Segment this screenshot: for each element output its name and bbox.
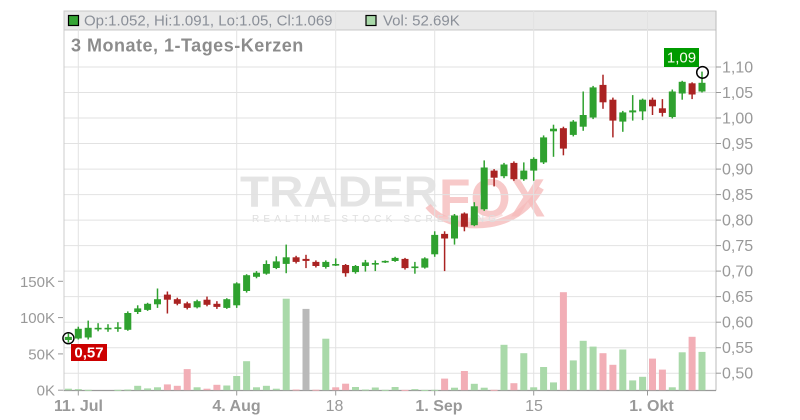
- svg-text:0,95: 0,95: [722, 136, 753, 153]
- svg-text:150K: 150K: [20, 274, 55, 291]
- svg-text:4. Aug: 4. Aug: [212, 398, 260, 415]
- svg-text:1. Okt: 1. Okt: [629, 398, 674, 415]
- svg-text:11. Jul: 11. Jul: [54, 398, 103, 415]
- svg-text:0,75: 0,75: [722, 238, 753, 255]
- svg-text:1,05: 1,05: [722, 85, 753, 102]
- svg-text:18: 18: [326, 398, 344, 415]
- svg-text:0,65: 0,65: [722, 289, 753, 306]
- svg-text:1,10: 1,10: [722, 60, 753, 77]
- svg-text:3 Monate, 1-Tages-Kerzen: 3 Monate, 1-Tages-Kerzen: [71, 36, 304, 56]
- svg-text:15: 15: [525, 398, 543, 415]
- svg-text:1,09: 1,09: [667, 50, 696, 67]
- svg-text:0,60: 0,60: [722, 315, 753, 332]
- svg-text:0,55: 0,55: [722, 340, 753, 357]
- svg-text:0,50: 0,50: [722, 366, 753, 383]
- svg-text:Vol: 52.69K: Vol: 52.69K: [383, 13, 460, 30]
- svg-text:1. Sep: 1. Sep: [415, 398, 462, 415]
- svg-text:0,80: 0,80: [722, 213, 753, 230]
- svg-text:0K: 0K: [37, 383, 55, 400]
- svg-text:50K: 50K: [28, 346, 55, 363]
- svg-text:TRADER: TRADER: [240, 168, 438, 217]
- svg-text:0,90: 0,90: [722, 162, 753, 179]
- svg-text:0,57: 0,57: [74, 345, 103, 362]
- svg-text:0,70: 0,70: [722, 264, 753, 281]
- svg-text:Op:1.052, Hi:1.091, Lo:1.05, C: Op:1.052, Hi:1.091, Lo:1.05, Cl:1.069: [84, 13, 333, 30]
- svg-text:1,00: 1,00: [722, 111, 753, 128]
- svg-text:100K: 100K: [20, 310, 55, 327]
- svg-text:0,85: 0,85: [722, 187, 753, 204]
- svg-text:REALTIME STOCK SCREENING: REALTIME STOCK SCREENING: [252, 214, 500, 225]
